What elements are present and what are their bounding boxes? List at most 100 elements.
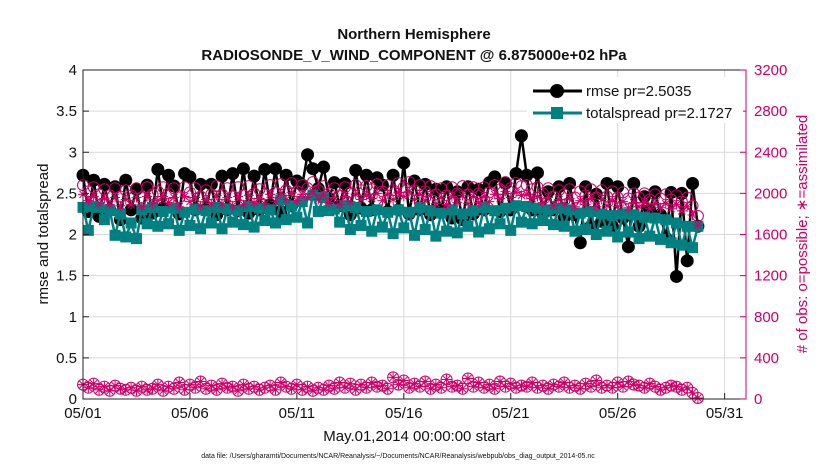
totalspread-point [670,217,682,229]
totalspread-point [269,217,281,229]
assimilated-obs-point [612,201,623,212]
assimilated-obs-point [211,190,222,201]
totalspread-point [82,224,94,236]
assimilated-obs-point [83,195,94,206]
totalspread-point [302,217,314,229]
x-tick-label: 05/06 [171,405,209,422]
assimilated-obs-low-point [650,381,661,392]
rmse-point [140,178,154,192]
assimilated-obs-low-point [270,384,281,395]
totalspread-point [676,239,688,251]
totalspread-point [478,201,490,213]
assimilated-obs-point [532,191,543,202]
series-3 [78,186,703,231]
assimilated-obs-low-point [94,384,105,395]
totalspread-point [173,224,185,236]
assimilated-obs-low-point [184,379,195,390]
assimilated-obs-point [692,220,703,231]
totalspread-point [451,227,463,239]
assimilated-obs-low-point [398,375,409,386]
rmse-point [509,167,523,181]
assimilated-obs-point [484,196,495,207]
assimilated-obs-point [548,200,559,211]
assimilated-obs-point [393,187,404,198]
assimilated-obs-low-point [126,382,137,393]
assimilated-obs-point [436,192,447,203]
assimilated-obs-point [142,191,153,202]
assimilated-obs-low-point [179,384,190,395]
totalspread-point [392,204,404,216]
assimilated-obs-low-point [575,383,586,394]
assimilated-obs-point [623,202,634,213]
assimilated-obs-low-point [559,377,570,388]
assimilated-obs-point [452,197,463,208]
assimilated-obs-point [457,190,468,201]
assimilated-obs-point [104,199,115,210]
possible-obs-low-point [691,391,704,404]
y2-tick-label: 400 [754,350,779,367]
assimilated-obs-low-point [147,383,158,394]
rmse-point [514,129,528,143]
assimilated-obs-point [94,198,105,209]
totalspread-point [125,217,137,229]
totalspread-point [114,208,126,220]
totalspread-point [157,205,169,217]
assimilated-obs-low-point [537,380,548,391]
assimilated-obs-point [334,199,345,210]
totalspread-point [574,207,586,219]
assimilated-obs-point [676,205,687,216]
axes: 05/01 05/06 05/11 05/16 05/21 05/26 05/31 0 0.5 1… [56,62,787,422]
rmse-point [162,168,176,182]
assimilated-obs-low-point [591,375,602,386]
assimilated-obs-low-point [612,377,623,388]
rmse-point [680,254,694,268]
assimilated-obs-low-point [99,381,110,392]
assimilated-obs-low-point [607,382,618,393]
totalspread-point [334,216,346,228]
totalspread-point [430,230,442,242]
totalspread-point [98,214,110,226]
assimilated-obs-point [136,201,147,212]
assimilated-obs-point [297,189,308,200]
assimilated-obs-point [281,194,292,205]
assimilated-obs-point [505,192,516,203]
assimilated-obs-low-point [233,385,244,396]
assimilated-obs-point [559,198,570,209]
assimilated-obs-low-point [452,380,463,391]
assimilated-obs-low-point [200,383,211,394]
assimilated-obs-point [671,199,682,210]
assimilated-obs-low-point [104,385,115,396]
rmse-point [124,203,138,217]
assimilated-obs-low-point [479,382,490,393]
assimilated-obs-point [527,193,538,204]
assimilated-obs-point [88,191,99,202]
x-tick-label: 05/31 [706,405,744,422]
totalspread-point [521,201,533,213]
assimilated-obs-low-point [388,372,399,383]
assimilated-obs-point [655,202,666,213]
y-tick-label: 0 [69,391,77,408]
assimilated-obs-low-point [414,381,425,392]
rmse-point [530,166,544,180]
assimilated-obs-low-point [302,381,313,392]
totalspread-point [441,225,453,237]
totalspread-point [312,205,324,217]
assimilated-obs-low-point [425,383,436,394]
totalspread-point [483,223,495,235]
assimilated-obs-point [339,191,350,202]
totalspread-point [654,233,666,245]
assimilated-obs-point [147,198,158,209]
assimilated-obs-point [120,194,131,205]
totalspread-point [248,221,260,233]
y2-tick-label: 2000 [754,185,787,202]
totalspread-point [216,223,228,235]
assimilated-obs-point [110,192,121,203]
assimilated-obs-low-point [275,377,286,388]
totalspread-point [221,203,233,215]
totalspread-point [232,205,244,217]
assimilated-obs-point [174,201,185,212]
totalspread-point [163,218,175,230]
assimilated-obs-point [233,191,244,202]
totalspread-point [328,203,340,215]
